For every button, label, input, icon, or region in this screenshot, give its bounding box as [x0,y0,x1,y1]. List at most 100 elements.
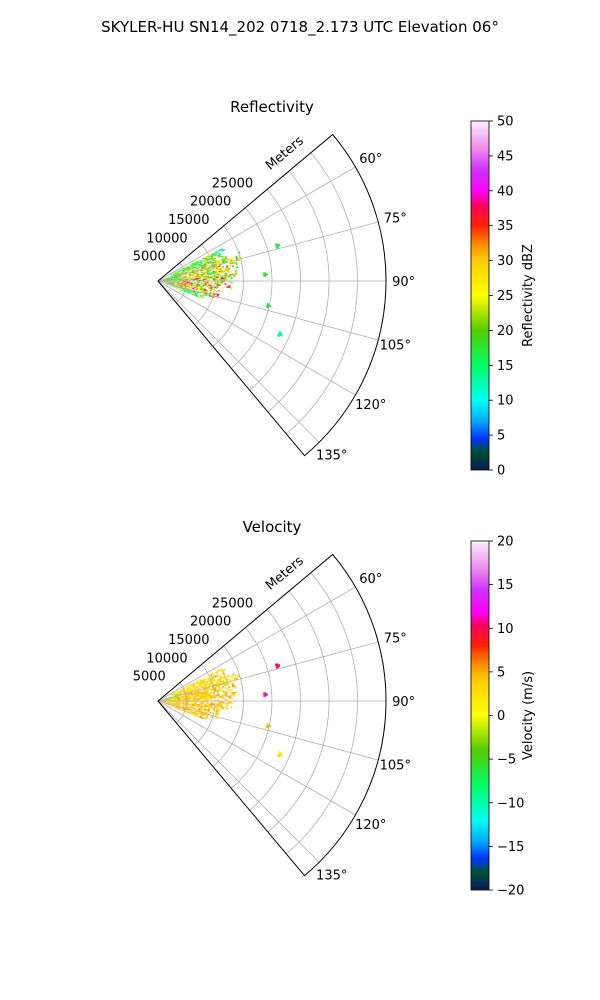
radar-gate [169,698,172,699]
radar-gate [221,671,225,674]
radar-gate [173,274,176,276]
radar-gate [200,681,203,684]
radar-gate [168,282,171,284]
radar-gate [167,279,170,280]
radar-gate [200,283,203,285]
radar-gate [218,269,221,272]
range-ring [194,664,216,745]
radar-gate [233,685,237,687]
radar-gate [194,693,197,695]
radar-gate [182,706,185,708]
radar-gate [202,681,205,683]
radar-gate [186,265,189,267]
range-axis-label: Meters [263,553,307,593]
radar-gate [201,290,204,292]
radar-gate [192,692,195,694]
radar-gate [196,699,199,700]
radar-gate [199,289,202,291]
radar-gate [200,682,203,685]
colorbar-tick-label: 15 [497,578,514,593]
radar-gate [225,692,228,695]
radar-gate [179,287,182,289]
radar-gate [163,279,166,281]
radar-gate [169,704,172,706]
radar-gate [208,692,212,694]
radar-gate [198,681,201,684]
radar-gate [215,251,218,254]
radar-gate [186,279,189,281]
radar-gate [164,282,167,283]
radar-gate [189,287,192,289]
radar-gate [191,695,194,697]
radar-gate [172,702,175,704]
radar-gate [228,286,231,289]
radar-gate [177,278,180,280]
radar-gate [226,286,229,288]
radar-gate [216,705,219,707]
radar-gate [196,267,199,269]
radar-gate [229,262,232,265]
radar-gate [200,264,203,267]
colorbar-tick-label: −10 [497,796,524,811]
radar-gate [194,278,197,280]
radar-gate [200,707,203,709]
radar-gate [188,291,191,294]
radar-gate [191,276,194,277]
radar-gate [192,293,195,295]
radar-gate [210,715,213,718]
radar-gate [203,277,206,279]
range-ring [212,645,244,767]
radar-gate [223,258,226,261]
radar-gate [172,282,175,284]
radar-gate [210,699,213,701]
radar-gate [208,270,211,272]
radar-gate [217,275,220,277]
radar-gate [182,279,185,281]
radar-gate [190,683,193,686]
radar-gate [173,699,176,700]
radar-gate [212,254,215,256]
radar-gate [195,295,198,297]
radar-gate [217,265,220,268]
radar-gate [189,266,192,269]
radar-gate [180,283,183,285]
radar-gate [192,262,195,265]
radar-gate [188,286,191,288]
radar-gate [175,278,178,280]
radar-gate [197,260,200,262]
radar-gate [180,289,183,291]
radar-gate [210,256,214,258]
reflectivity-panel: Reflectivity 60°75°90°105°120°135°500010… [133,98,536,479]
radar-gate [204,676,207,679]
radar-gate [208,284,211,287]
radar-gate [171,694,174,696]
radar-gate [178,704,181,705]
radar-gate [193,710,196,713]
radar-gate [231,693,234,696]
radar-gate [175,277,178,278]
radar-gate [198,287,201,289]
radar-gate [180,282,183,283]
radar-gate [220,687,223,690]
radar-gate [171,699,174,700]
radar-gate [177,270,180,272]
radar-gate [174,704,177,705]
radar-gate [186,710,189,712]
radar-gate [186,688,189,691]
radar-gate [173,698,176,700]
radar-gate [198,690,201,692]
radar-gate [210,674,213,677]
radar-gate [188,684,191,687]
radar-gate [165,698,168,700]
radar-gate [218,689,221,692]
radar-gate [202,701,205,703]
radar-gate [187,266,190,269]
radar-gate [169,705,172,707]
radar-gate [177,696,180,697]
radar-echo-speck [275,245,279,249]
radar-gate [186,285,189,287]
radar-gate [198,279,201,281]
radar-gate [233,261,236,264]
radar-gate [195,274,198,276]
